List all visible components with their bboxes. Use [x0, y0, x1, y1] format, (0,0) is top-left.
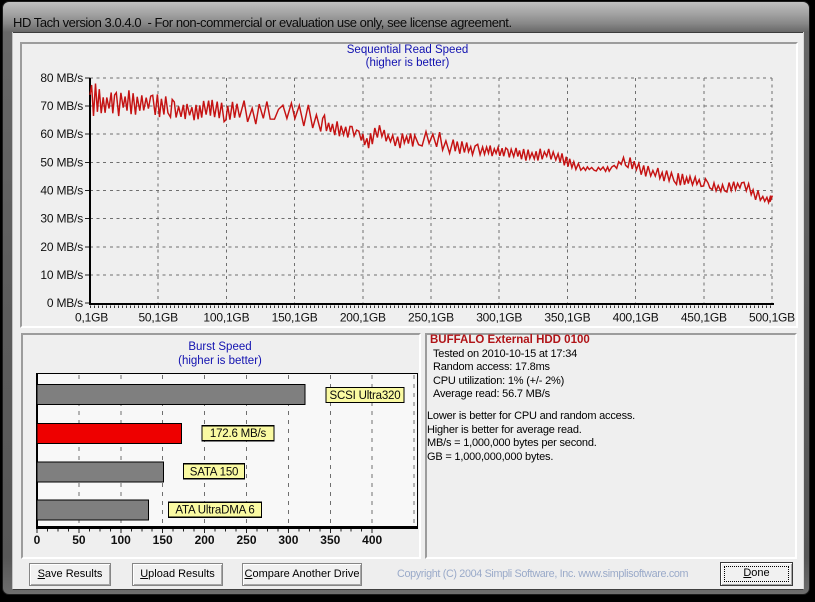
svg-text:60 MB/s: 60 MB/s [40, 127, 83, 141]
svg-text:0 MB/s: 0 MB/s [47, 296, 83, 310]
svg-text:50 MB/s: 50 MB/s [40, 155, 83, 169]
svg-text:50,1GB: 50,1GB [138, 311, 178, 325]
svg-text:ATA UltraDMA 6: ATA UltraDMA 6 [175, 505, 254, 517]
svg-text:50: 50 [72, 533, 86, 547]
svg-text:200,1GB: 200,1GB [340, 311, 386, 325]
svg-text:40 MB/s: 40 MB/s [40, 184, 83, 198]
svg-text:0,1GB: 0,1GB [75, 311, 108, 325]
svg-text:250,1GB: 250,1GB [408, 311, 454, 325]
svg-text:100: 100 [111, 533, 131, 547]
svg-text:350: 350 [320, 533, 340, 547]
svg-text:30 MB/s: 30 MB/s [40, 212, 83, 226]
svg-text:150: 150 [153, 533, 173, 547]
svg-text:172.6 MB/s: 172.6 MB/s [210, 428, 267, 440]
svg-text:200: 200 [195, 533, 215, 547]
svg-text:0: 0 [34, 533, 41, 547]
svg-text:450,1GB: 450,1GB [681, 311, 727, 325]
svg-text:20 MB/s: 20 MB/s [40, 240, 83, 254]
svg-text:300: 300 [278, 533, 298, 547]
svg-text:400,1GB: 400,1GB [613, 311, 659, 325]
svg-text:400: 400 [362, 533, 382, 547]
svg-text:300,1GB: 300,1GB [476, 311, 522, 325]
svg-text:10 MB/s: 10 MB/s [40, 268, 83, 282]
svg-text:80 MB/s: 80 MB/s [40, 71, 83, 85]
svg-text:150,1GB: 150,1GB [272, 311, 318, 325]
svg-text:500,1GB: 500,1GB [749, 311, 795, 325]
svg-text:70 MB/s: 70 MB/s [40, 99, 83, 113]
svg-text:SCSI Ultra320: SCSI Ultra320 [330, 390, 401, 402]
svg-text:SATA 150: SATA 150 [190, 466, 238, 478]
svg-text:100,1GB: 100,1GB [203, 311, 249, 325]
svg-text:250: 250 [236, 533, 256, 547]
svg-text:350,1GB: 350,1GB [544, 311, 590, 325]
